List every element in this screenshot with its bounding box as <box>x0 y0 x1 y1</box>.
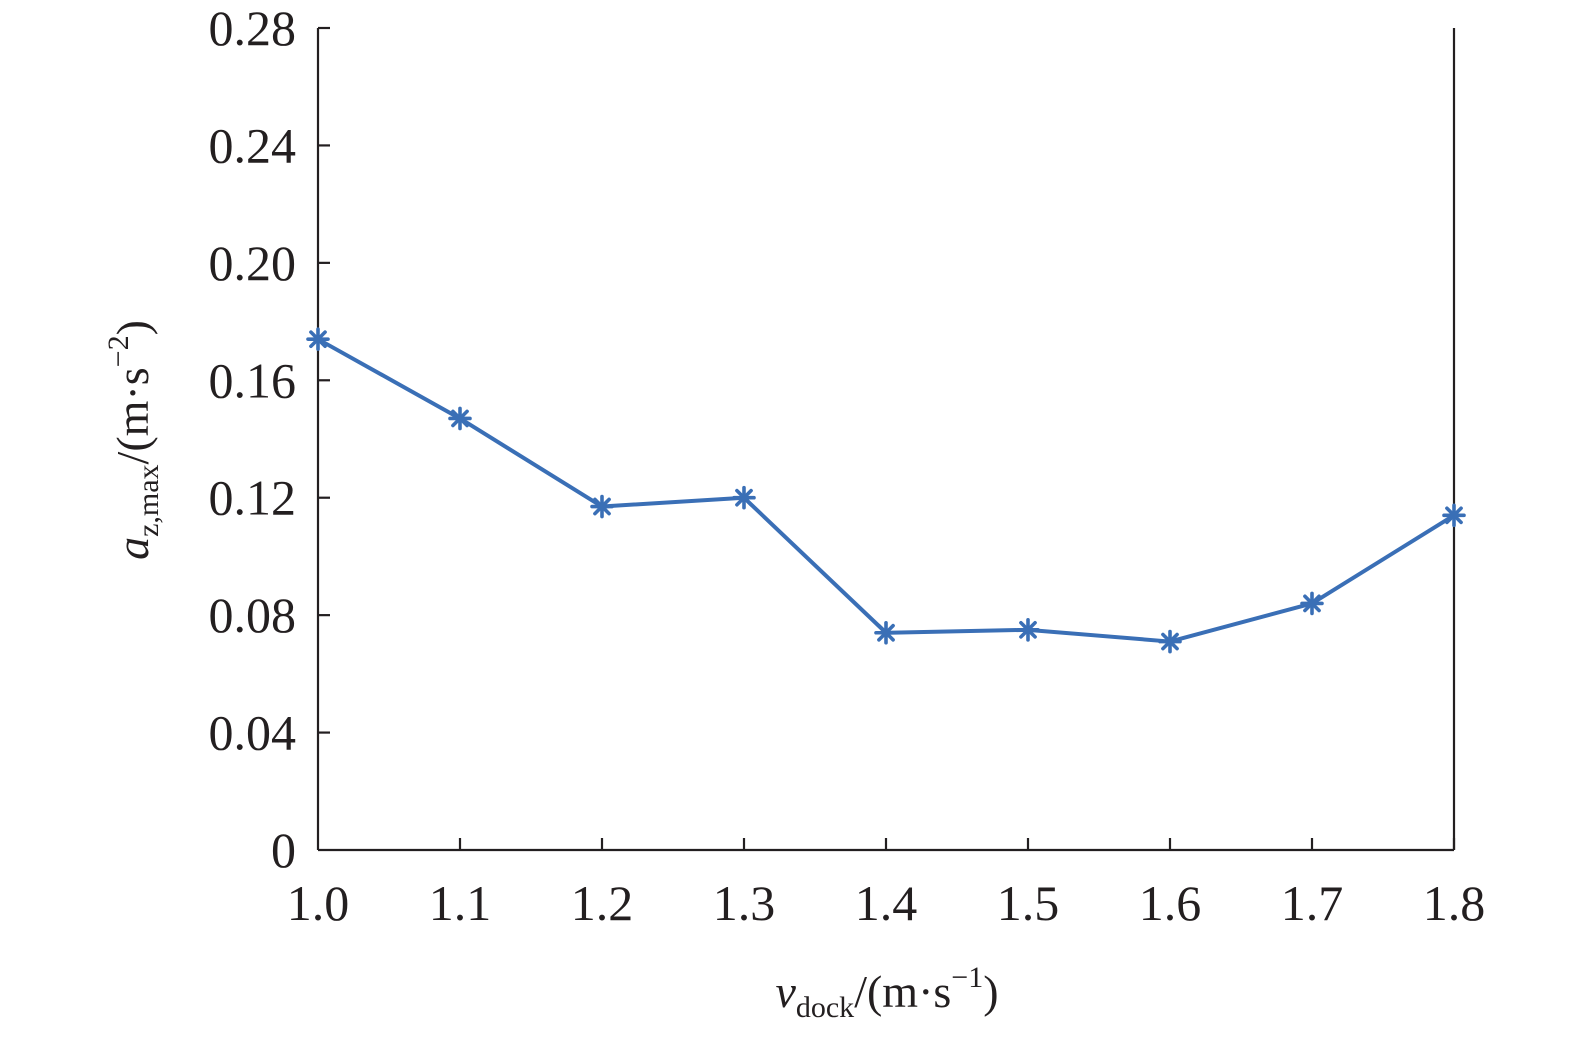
series <box>306 327 1466 654</box>
data-point-marker <box>732 485 756 510</box>
y-axis-label-close: ) <box>107 320 158 335</box>
marker-stroke <box>1445 506 1463 525</box>
x-tick-label: 1.0 <box>287 875 350 931</box>
axes <box>316 26 1456 852</box>
y-axis-label: az,max/(m·s−2) <box>102 320 165 560</box>
y-axis-label-unit: /(m·s <box>107 367 158 464</box>
data-point-marker <box>1300 591 1324 616</box>
x-axis-label-sup: −1 <box>951 961 983 994</box>
data-point-marker <box>1442 503 1466 528</box>
data-point-marker <box>1158 629 1182 654</box>
x-tick-label: 1.7 <box>1281 875 1344 931</box>
marker-stroke <box>1161 632 1179 651</box>
y-tick-label: 0.20 <box>209 235 297 291</box>
y-axis-label-sub: z,max <box>132 464 165 536</box>
y-tick-label: 0.12 <box>209 470 297 526</box>
marker-stroke <box>1303 594 1321 613</box>
marker-stroke <box>593 497 611 516</box>
x-tick-label: 1.4 <box>855 875 918 931</box>
x-tick-label: 1.3 <box>713 875 776 931</box>
y-axis-label-main: a <box>107 537 158 560</box>
marker-stroke <box>1019 620 1037 639</box>
marker-stroke <box>451 409 469 428</box>
x-tick-label: 1.2 <box>571 875 634 931</box>
y-tick-label: 0.24 <box>209 117 297 173</box>
series-line <box>317 337 1456 644</box>
x-axis-label-unit: /(m·s <box>854 966 951 1017</box>
x-tick-label: 1.6 <box>1139 875 1202 931</box>
x-axis-label-close: ) <box>983 966 998 1017</box>
y-tick-label: 0.16 <box>209 352 297 408</box>
x-axis-label-sub: dock <box>796 991 854 1024</box>
data-point-marker <box>306 327 330 351</box>
x-tick-labels: 1.0 1.1 1.2 1.3 1.4 1.5 1.6 1.7 1.8 <box>287 875 1486 931</box>
x-axis-label-main: v <box>775 966 796 1017</box>
y-tick-label: 0 <box>271 822 296 878</box>
data-point-marker <box>448 406 472 431</box>
data-point-marker <box>590 494 614 519</box>
y-tick-label: 0.28 <box>209 0 297 56</box>
x-tick-label: 1.1 <box>429 875 492 931</box>
marker-stroke <box>309 330 327 349</box>
x-tick-label: 1.8 <box>1423 875 1486 931</box>
y-axis-label-sup: −2 <box>102 335 135 367</box>
x-tick-label: 1.5 <box>997 875 1060 931</box>
y-tick-label: 0.04 <box>209 705 297 761</box>
y-tick-label: 0.08 <box>209 587 297 643</box>
marker-stroke <box>735 488 753 507</box>
y-tick-labels: 0 0.04 0.08 0.12 0.16 0.20 0.24 0.28 <box>209 0 297 878</box>
marker-stroke <box>877 623 895 642</box>
data-point-marker <box>1016 618 1040 642</box>
x-axis-label: vdock/(m·s−1) <box>775 961 998 1024</box>
data-point-marker <box>874 620 898 645</box>
